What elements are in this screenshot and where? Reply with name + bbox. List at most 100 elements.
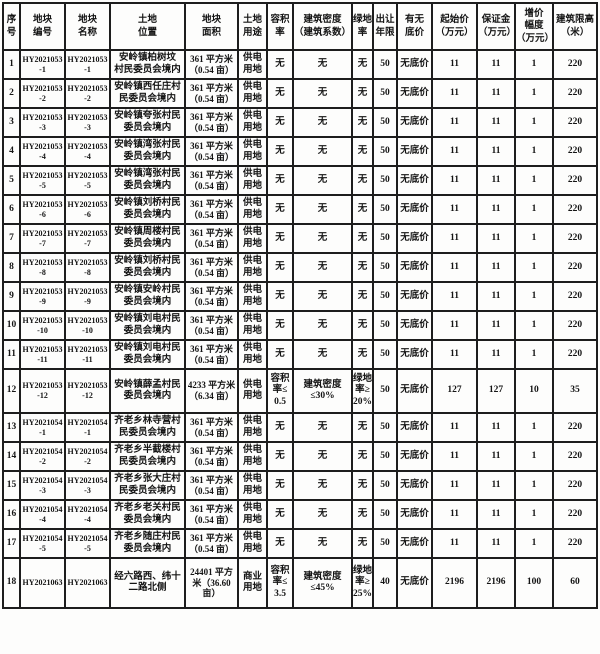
- table-cell: 50: [372, 470, 398, 501]
- table-cell: 11: [431, 470, 478, 501]
- table-cell: HY2021063: [19, 557, 66, 609]
- table-cell: HY2021053 -2: [19, 78, 66, 109]
- table-cell: 361 平方米 （0.54 亩）: [184, 107, 239, 138]
- table-row: 15 HY2021054 -3 HY2021054 -3 齐老乡张大庄村 民委员会境内…: [2, 470, 598, 501]
- table-cell: 11: [431, 441, 478, 472]
- table-cell: 无: [266, 136, 294, 167]
- table-cell: 11: [476, 194, 516, 225]
- table-cell: 无: [351, 107, 374, 138]
- table-cell: 11: [476, 499, 516, 530]
- table-cell: 容积 率≤ 3.5: [266, 557, 294, 609]
- table-cell: 供电 用地: [237, 339, 268, 370]
- table-cell: 无底价: [396, 49, 433, 80]
- table-cell: 无: [292, 223, 353, 254]
- table-cell: 50: [372, 441, 398, 472]
- column-header: 出让 年限: [372, 2, 398, 51]
- table-cell: 供电 用地: [237, 499, 268, 530]
- table-cell: 361 平方米 （0.54 亩）: [184, 339, 239, 370]
- table-cell: 供电 用地: [237, 528, 268, 559]
- column-header: 容积 率: [266, 2, 294, 51]
- table-cell: 11: [476, 339, 516, 370]
- table-cell: 361 平方米 （0.54 亩）: [184, 412, 239, 443]
- table-cell: HY2021053 -10: [19, 310, 66, 341]
- land-auction-table: 序 号地块 编号 地块 名称 土地 位置 地块 面积 土地 用途 容积 率建筑密度 （建筑…: [2, 2, 598, 609]
- table-cell: 无底价: [396, 252, 433, 283]
- table-cell: 无底价: [396, 310, 433, 341]
- table-cell: 1: [514, 339, 554, 370]
- table-cell: 220: [552, 136, 598, 167]
- table-cell: 50: [372, 281, 398, 312]
- table-cell: 11: [476, 165, 516, 196]
- table-cell: HY2021054 -3: [64, 470, 111, 501]
- table-cell: 安岭镇西任庄村 民委员会境内: [109, 78, 186, 109]
- table-row: 3 HY2021053 -3 HY2021053 -3 安岭镇夸张村民 委员会境内 36…: [2, 107, 598, 138]
- table-cell: 无: [351, 194, 374, 225]
- table-cell: 无: [266, 78, 294, 109]
- table-row: 18 HY2021063 HY2021063 经六路西、纬十 二路北侧 24401 平方…: [2, 557, 598, 609]
- table-cell: HY2021053 -1: [64, 49, 111, 80]
- table-cell: 11: [431, 339, 478, 370]
- table-cell: 50: [372, 107, 398, 138]
- table-cell: 100: [514, 557, 554, 609]
- table-cell: 361 平方米 （0.54 亩）: [184, 441, 239, 472]
- table-cell: HY2021054 -2: [19, 441, 66, 472]
- table-row: 11 HY2021053 -11 HY2021053 -11 安岭镇刘电村民 委员会境…: [2, 339, 598, 370]
- table-cell: 17: [2, 528, 21, 559]
- table-row: 4 HY2021053 -4 HY2021053 -4 安岭镇湾张村民 委员会境内 36…: [2, 136, 598, 167]
- table-cell: 无: [266, 470, 294, 501]
- table-header: 序 号地块 编号 地块 名称 土地 位置 地块 面积 土地 用途 容积 率建筑密度 （建筑…: [2, 2, 598, 51]
- table-row: 2 HY2021053 -2 HY2021053 -2 安岭镇西任庄村 民委员会境内 3…: [2, 78, 598, 109]
- table-row: 5 HY2021053 -5 HY2021053 -5 安岭镇湾张村民 委员会境内 36…: [2, 165, 598, 196]
- table-cell: 11: [431, 281, 478, 312]
- table-row: 16 HY2021054 -4 HY2021054 -4 齐老乡老关村民 委员会境内 3…: [2, 499, 598, 530]
- column-header: 有无 底价: [396, 2, 433, 51]
- table-cell: 无: [266, 49, 294, 80]
- column-header: 序 号: [2, 2, 21, 51]
- table-cell: 2196: [431, 557, 478, 609]
- table-cell: 11: [476, 412, 516, 443]
- column-header: 建筑限高 （米）: [552, 2, 598, 51]
- table-cell: 1: [514, 252, 554, 283]
- table-cell: 220: [552, 528, 598, 559]
- table-cell: 供电 用地: [237, 223, 268, 254]
- table-cell: 1: [514, 528, 554, 559]
- table-cell: 无: [292, 49, 353, 80]
- table-cell: 11: [431, 194, 478, 225]
- table-cell: 1: [514, 412, 554, 443]
- table-cell: 11: [476, 252, 516, 283]
- table-cell: 无: [351, 310, 374, 341]
- table-cell: 10: [2, 310, 21, 341]
- table-cell: HY2021053 -7: [19, 223, 66, 254]
- table-cell: 50: [372, 528, 398, 559]
- table-cell: 无: [292, 441, 353, 472]
- table-cell: 安岭镇刘电村民 委员会境内: [109, 339, 186, 370]
- table-cell: 供电 用地: [237, 470, 268, 501]
- table-cell: HY2021053 -1: [19, 49, 66, 80]
- table-cell: 安岭镇刘桥村民 委员会境内: [109, 252, 186, 283]
- table-cell: 绿地 率≥ 20%: [351, 368, 374, 414]
- table-row: 1 HY2021053 -1 HY2021053 -1 安岭镇柏树坟 村民委员会境内 3…: [2, 49, 598, 80]
- table-row: 14 HY2021054 -2 HY2021054 -2 齐老乡半截楼村 民委员会境内…: [2, 441, 598, 472]
- table-cell: 50: [372, 499, 398, 530]
- table-cell: 50: [372, 194, 398, 225]
- table-row: 7 HY2021053 -7 HY2021053 -7 安岭镇周楼村民 委员会境内 36…: [2, 223, 598, 254]
- table-cell: HY2021054 -1: [64, 412, 111, 443]
- table-cell: HY2021053 -8: [19, 252, 66, 283]
- column-header: 增价 幅度 （万元）: [514, 2, 554, 51]
- table-cell: HY2021053 -12: [19, 368, 66, 414]
- table-cell: 50: [372, 78, 398, 109]
- table-cell: 无底价: [396, 165, 433, 196]
- table-cell: HY2021053 -3: [19, 107, 66, 138]
- table-cell: HY2021053 -7: [64, 223, 111, 254]
- table-cell: 50: [372, 368, 398, 414]
- table-cell: 供电 用地: [237, 194, 268, 225]
- table-cell: 无: [351, 528, 374, 559]
- table-cell: 11: [431, 252, 478, 283]
- table-cell: 11: [476, 470, 516, 501]
- table-cell: 供电 用地: [237, 412, 268, 443]
- table-cell: 11: [476, 441, 516, 472]
- table-cell: 无: [351, 136, 374, 167]
- table-cell: 齐老乡随庄村民 委员会境内: [109, 528, 186, 559]
- table-cell: HY2021054 -5: [19, 528, 66, 559]
- table-cell: 10: [514, 368, 554, 414]
